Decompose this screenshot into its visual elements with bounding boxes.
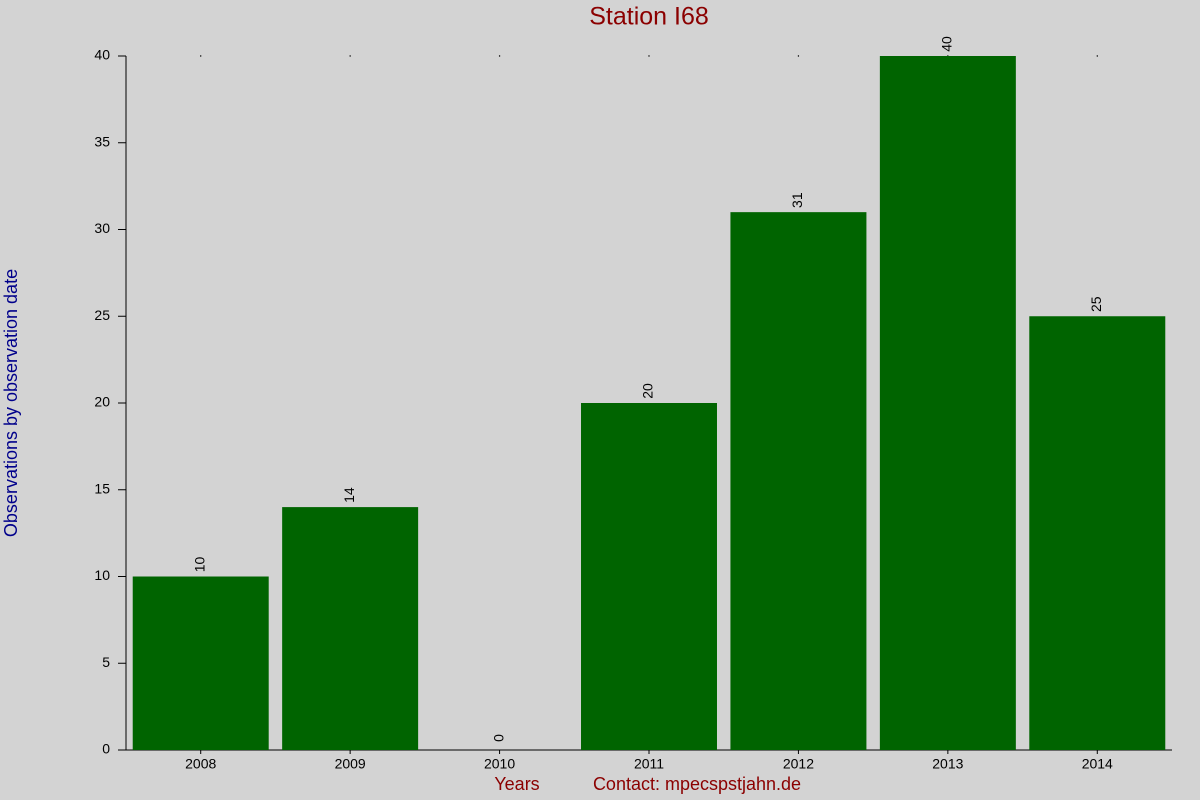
- top-dot: [1096, 55, 1098, 57]
- bar: [879, 56, 1016, 750]
- chart-title: Station I68: [589, 3, 709, 31]
- y-tick-label: 25: [94, 307, 110, 323]
- bar: [282, 507, 419, 750]
- y-tick-label: 5: [102, 654, 110, 670]
- top-dot: [349, 55, 351, 57]
- y-tick-label: 30: [94, 220, 110, 236]
- y-tick-label: 40: [94, 47, 110, 63]
- x-tick-label: 2012: [783, 756, 814, 772]
- x-tick-label: 2014: [1082, 756, 1113, 772]
- y-tick-label: 15: [94, 480, 110, 496]
- y-tick-label: 35: [94, 133, 110, 149]
- top-dot: [498, 55, 501, 57]
- x-tick-label: 2008: [185, 756, 216, 772]
- x-tick-label: 2013: [932, 756, 963, 772]
- value-label: 10: [191, 557, 207, 573]
- value-label: 25: [1088, 296, 1104, 312]
- y-tick-label: 10: [94, 567, 110, 583]
- bar: [132, 576, 269, 750]
- bar: [1029, 316, 1166, 750]
- top-dot: [200, 55, 202, 57]
- y-tick-label: 20: [94, 394, 110, 410]
- value-label: 0: [490, 734, 506, 742]
- value-label: 14: [341, 487, 357, 503]
- value-label: 20: [640, 383, 656, 399]
- bar: [581, 403, 717, 750]
- contact-note: Contact: mpecspstjahn.de: [593, 774, 801, 794]
- value-label: 40: [939, 36, 955, 52]
- bar: [730, 212, 867, 750]
- x-tick-label: 2011: [634, 756, 664, 772]
- x-tick-label: 2010: [484, 756, 515, 772]
- top-dot: [648, 55, 650, 57]
- x-axis-label: Years: [494, 774, 539, 794]
- value-label: 31: [789, 192, 805, 208]
- top-dot: [797, 55, 800, 57]
- x-tick-label: 2009: [335, 756, 366, 772]
- y-tick-label: 0: [102, 741, 110, 757]
- y-axis-label: Observations by observation date: [1, 269, 21, 537]
